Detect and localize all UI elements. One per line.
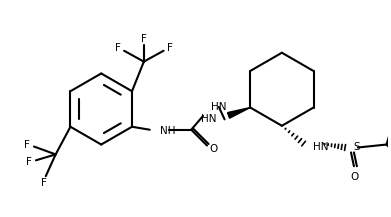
Text: O: O xyxy=(351,172,359,182)
Text: F: F xyxy=(24,140,30,150)
Text: O: O xyxy=(210,145,218,155)
Text: S: S xyxy=(353,143,360,153)
Text: HN: HN xyxy=(211,102,226,112)
Text: F: F xyxy=(115,43,121,53)
Text: F: F xyxy=(167,43,172,53)
Text: HN: HN xyxy=(314,143,329,153)
Text: HN: HN xyxy=(201,114,217,124)
Text: NH: NH xyxy=(160,126,175,136)
Text: F: F xyxy=(141,34,147,44)
Text: F: F xyxy=(41,178,47,188)
Polygon shape xyxy=(228,107,250,118)
Text: F: F xyxy=(26,157,32,167)
